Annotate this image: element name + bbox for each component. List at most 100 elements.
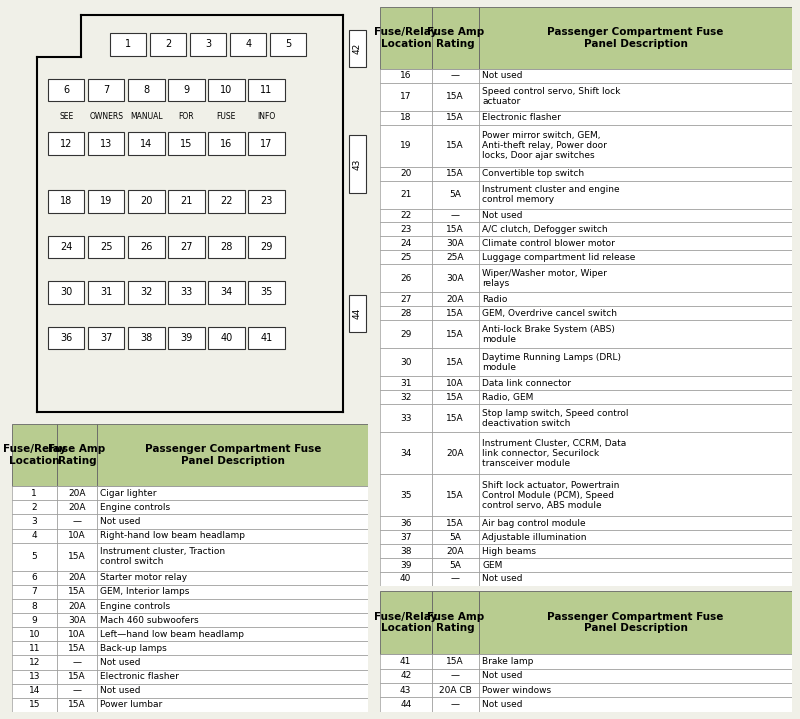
Bar: [168, 190, 205, 213]
Bar: [431, 544, 479, 558]
Bar: [380, 683, 431, 697]
Bar: [98, 528, 368, 543]
Bar: [57, 656, 98, 669]
Text: 21: 21: [400, 190, 411, 199]
Text: Not used: Not used: [482, 700, 522, 709]
Text: Left—hand low beam headlamp: Left—hand low beam headlamp: [100, 630, 244, 638]
Bar: [12, 528, 57, 543]
Bar: [479, 293, 792, 306]
Bar: [48, 281, 85, 304]
Text: 7: 7: [31, 587, 37, 597]
Text: Electronic flasher: Electronic flasher: [482, 113, 561, 122]
Bar: [479, 167, 792, 180]
Bar: [380, 7, 431, 69]
Bar: [350, 135, 366, 193]
Bar: [479, 404, 792, 432]
Text: Brake lamp: Brake lamp: [482, 657, 534, 666]
Bar: [98, 585, 368, 599]
Bar: [431, 474, 479, 516]
Bar: [431, 516, 479, 530]
Bar: [12, 486, 57, 500]
Bar: [431, 306, 479, 321]
Bar: [12, 514, 57, 528]
Bar: [380, 306, 431, 321]
Bar: [380, 69, 431, 83]
Text: 11: 11: [29, 644, 40, 653]
Text: 32: 32: [140, 288, 153, 298]
Bar: [380, 293, 431, 306]
Text: 2: 2: [165, 40, 171, 50]
Text: 35: 35: [260, 288, 273, 298]
Text: 13: 13: [29, 672, 40, 681]
Text: Instrument Cluster, CCRM, Data
link connector, Securilock
transceiver module: Instrument Cluster, CCRM, Data link conn…: [482, 439, 626, 468]
Text: 8: 8: [143, 85, 150, 95]
Text: 16: 16: [220, 139, 233, 149]
Text: FUSE: FUSE: [217, 112, 236, 122]
Bar: [57, 500, 98, 514]
Bar: [98, 543, 368, 571]
Text: Anti-lock Brake System (ABS)
module: Anti-lock Brake System (ABS) module: [482, 325, 615, 344]
Bar: [57, 669, 98, 684]
Bar: [12, 684, 57, 697]
Text: 10: 10: [29, 630, 40, 638]
Bar: [168, 132, 205, 155]
Bar: [57, 599, 98, 613]
Text: Right-hand low beam headlamp: Right-hand low beam headlamp: [100, 531, 246, 540]
Text: 10: 10: [220, 85, 233, 95]
Text: Power mirror switch, GEM,
Anti-theft relay, Power door
locks, Door ajar switches: Power mirror switch, GEM, Anti-theft rel…: [482, 131, 607, 160]
Text: Engine controls: Engine controls: [100, 503, 170, 512]
Text: 33: 33: [180, 288, 193, 298]
Text: 8: 8: [31, 602, 37, 610]
Bar: [431, 167, 479, 180]
Bar: [479, 572, 792, 586]
Bar: [48, 190, 85, 213]
Text: 14: 14: [29, 686, 40, 695]
Bar: [431, 321, 479, 348]
Bar: [479, 237, 792, 250]
Bar: [431, 7, 479, 69]
Text: Fuse Amp
Rating: Fuse Amp Rating: [426, 612, 484, 633]
Text: Wiper/Washer motor, Wiper
relays: Wiper/Washer motor, Wiper relays: [482, 269, 607, 288]
Text: 41: 41: [260, 333, 273, 343]
Text: 24: 24: [60, 242, 73, 252]
Bar: [479, 180, 792, 209]
Bar: [431, 683, 479, 697]
Bar: [380, 222, 431, 237]
Bar: [88, 326, 125, 349]
Text: 6: 6: [31, 573, 37, 582]
Text: Stop lamp switch, Speed control
deactivation switch: Stop lamp switch, Speed control deactiva…: [482, 408, 629, 428]
Bar: [57, 424, 98, 486]
Text: SEE: SEE: [59, 112, 74, 122]
Text: 2: 2: [31, 503, 37, 512]
Bar: [270, 33, 306, 56]
Text: 9: 9: [183, 85, 190, 95]
Bar: [431, 265, 479, 293]
Text: MANUAL: MANUAL: [130, 112, 162, 122]
Text: 25: 25: [400, 253, 411, 262]
Bar: [380, 167, 431, 180]
Text: 27: 27: [400, 295, 411, 304]
Text: 18: 18: [400, 113, 411, 122]
Text: 15A: 15A: [446, 309, 464, 318]
Text: 15A: 15A: [446, 225, 464, 234]
Text: 28: 28: [220, 242, 233, 252]
Bar: [12, 424, 57, 486]
Bar: [431, 432, 479, 474]
Bar: [380, 669, 431, 683]
Text: Instrument cluster, Traction
control switch: Instrument cluster, Traction control swi…: [100, 547, 226, 567]
Text: 5: 5: [31, 552, 37, 562]
Text: —: —: [73, 658, 82, 667]
Text: 28: 28: [400, 309, 411, 318]
Bar: [479, 669, 792, 683]
Text: 43: 43: [353, 159, 362, 170]
Text: —: —: [450, 71, 460, 81]
Text: 20A: 20A: [68, 489, 86, 498]
Text: 38: 38: [140, 333, 153, 343]
Text: Radio, GEM: Radio, GEM: [482, 393, 534, 402]
Bar: [88, 281, 125, 304]
Bar: [431, 237, 479, 250]
Bar: [479, 474, 792, 516]
Text: 19: 19: [400, 141, 411, 150]
Bar: [431, 222, 479, 237]
Text: 5A: 5A: [450, 190, 461, 199]
